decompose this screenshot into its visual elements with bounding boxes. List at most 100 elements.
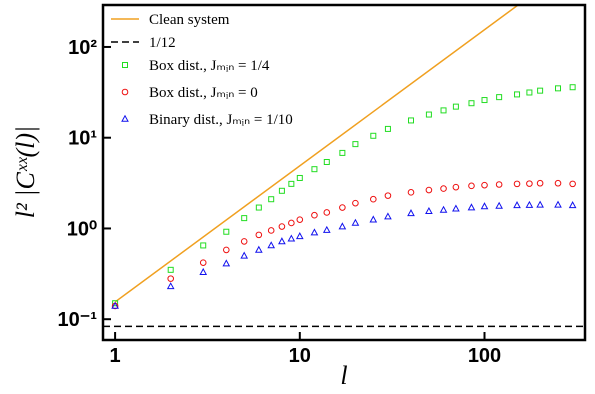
marker — [199, 267, 208, 275]
marker — [452, 204, 460, 212]
legend-marker — [121, 114, 129, 122]
marker — [311, 211, 318, 219]
marker — [199, 259, 207, 266]
marker — [288, 180, 295, 187]
line — [114, 5, 520, 303]
marker — [514, 91, 521, 98]
marker — [352, 199, 359, 207]
legend-label: Box dist., Jₘᵢₙ = 1/4 — [149, 58, 270, 74]
marker — [425, 111, 432, 118]
marker — [536, 200, 544, 208]
y-axis-label: l² |Cˣˣ(l)| — [11, 126, 40, 218]
y-tick-label: 10⁰ — [67, 218, 97, 240]
marker — [425, 186, 433, 194]
marker — [278, 187, 285, 194]
marker — [222, 259, 231, 267]
legend-marker — [122, 62, 128, 68]
marker — [267, 227, 275, 234]
legend-label: Box dist., Jₘᵢₙ = 0 — [149, 85, 258, 101]
x-tick-label: 1 — [110, 345, 121, 367]
marker — [468, 182, 475, 190]
marker — [112, 300, 119, 307]
marker — [496, 94, 503, 101]
marker — [339, 149, 346, 156]
marker — [296, 174, 303, 181]
marker — [167, 275, 175, 282]
marker — [278, 237, 286, 245]
marker — [554, 200, 562, 208]
marker — [166, 282, 175, 290]
y-tick-label: 10² — [68, 37, 97, 59]
marker — [468, 100, 475, 107]
marker — [240, 238, 248, 245]
y-tick-label: 10¹ — [68, 128, 97, 150]
marker — [255, 204, 262, 211]
marker — [384, 192, 392, 199]
marker — [536, 179, 544, 187]
marker — [311, 166, 318, 173]
legend-label: Clean system — [149, 12, 230, 28]
marker — [352, 141, 359, 148]
marker — [369, 215, 378, 223]
marker — [481, 181, 488, 189]
marker — [555, 85, 562, 92]
legend-label: Binary dist., Jₘᵢₙ = 1/10 — [149, 112, 293, 128]
marker — [339, 204, 346, 211]
marker — [240, 251, 249, 259]
legend-label: 1/12 — [149, 35, 176, 51]
marker — [296, 216, 304, 223]
marker — [351, 218, 360, 226]
marker — [370, 195, 377, 203]
marker — [481, 97, 488, 104]
marker — [480, 202, 489, 210]
marker — [255, 231, 263, 239]
x-tick-label: 100 — [468, 345, 501, 367]
marker — [408, 117, 415, 124]
legend-marker — [121, 88, 129, 96]
marker — [310, 228, 319, 236]
marker — [452, 183, 460, 191]
marker — [254, 245, 263, 253]
marker — [338, 222, 347, 230]
marker — [111, 301, 119, 309]
marker — [278, 223, 286, 230]
marker — [268, 196, 275, 203]
marker — [384, 212, 392, 220]
marker — [425, 206, 433, 214]
marker — [495, 181, 503, 188]
marker — [288, 219, 295, 227]
marker — [526, 180, 533, 187]
x-tick-label: 10 — [289, 345, 311, 367]
marker — [384, 125, 391, 132]
marker — [440, 107, 447, 114]
marker — [167, 266, 174, 273]
plot-frame — [101, 3, 587, 342]
marker — [495, 201, 503, 209]
marker — [407, 189, 415, 196]
marker — [223, 246, 230, 254]
marker — [370, 132, 377, 139]
marker — [287, 234, 296, 242]
marker — [267, 241, 276, 249]
marker — [440, 185, 447, 192]
marker — [322, 225, 331, 233]
marker — [452, 103, 459, 110]
marker — [323, 158, 330, 165]
marker — [467, 203, 476, 211]
marker — [513, 180, 521, 188]
marker — [568, 201, 577, 209]
x-axis-label: l — [340, 361, 347, 390]
marker — [200, 242, 207, 249]
plot-area — [103, 5, 585, 328]
marker — [554, 179, 562, 187]
marker — [569, 180, 576, 188]
marker — [513, 201, 521, 209]
marker — [526, 89, 533, 96]
marker — [537, 87, 544, 94]
marker — [241, 215, 248, 222]
marker — [407, 209, 415, 217]
marker — [323, 209, 331, 216]
marker — [525, 200, 534, 208]
marker — [439, 205, 448, 213]
